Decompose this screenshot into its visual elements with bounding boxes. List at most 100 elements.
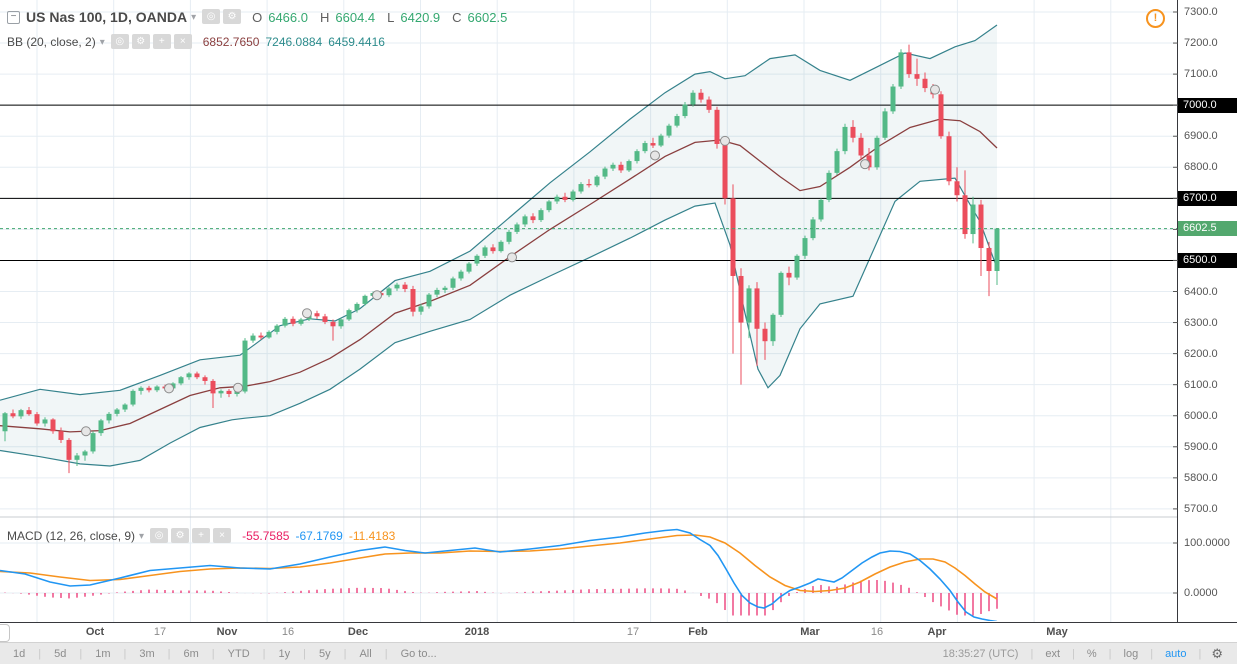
candle-body xyxy=(546,201,552,211)
candle-body xyxy=(234,391,240,394)
candle-body xyxy=(490,247,496,252)
candle-body xyxy=(850,126,856,138)
current-price-badge: 6602.5 xyxy=(1178,221,1237,237)
bb-indicator-title[interactable]: BB (20, close, 2) xyxy=(7,35,96,49)
range-button-1y[interactable]: 1y xyxy=(278,648,291,660)
chevron-down-icon[interactable]: ▾ xyxy=(139,530,145,542)
event-marker-circle[interactable] xyxy=(302,308,312,319)
range-button-3m[interactable]: 3m xyxy=(139,648,155,660)
divider: | xyxy=(167,648,171,660)
candle-body xyxy=(946,136,952,182)
gear-icon[interactable]: ⚙ xyxy=(1211,646,1223,661)
alert-warning-icon[interactable]: ! xyxy=(1146,9,1165,28)
candle-body xyxy=(402,284,408,290)
candle-body xyxy=(98,420,104,434)
bottom-toolbar: 1d | 5d | 1m | 3m | 6m | YTD | 1y | 5y | All | Go to... 1… xyxy=(0,642,1237,664)
add-icon[interactable]: + xyxy=(192,528,211,544)
candle-body xyxy=(154,386,160,391)
hide-icon[interactable]: ◎ xyxy=(150,528,169,544)
range-button-1m[interactable]: 1m xyxy=(95,648,111,660)
candle-body xyxy=(666,125,672,136)
event-marker-circle[interactable] xyxy=(860,159,870,170)
candle-body xyxy=(746,288,752,323)
candle-body xyxy=(674,116,680,126)
range-button-all[interactable]: All xyxy=(359,648,372,660)
candle-body xyxy=(594,176,600,186)
event-marker-circle[interactable] xyxy=(930,84,940,95)
settings-icon[interactable]: ⚙ xyxy=(171,528,190,544)
candle-body xyxy=(554,196,560,202)
event-marker-circle[interactable] xyxy=(650,150,660,161)
event-marker-circle[interactable] xyxy=(720,135,730,146)
ohlc-values: O 6466.0 H 6604.4 L 6420.9 C 6602.5 xyxy=(252,10,519,25)
add-icon[interactable]: + xyxy=(152,34,171,50)
candle-body xyxy=(890,86,896,112)
hide-icon[interactable]: ◎ xyxy=(202,9,221,25)
candle-body xyxy=(474,255,480,264)
candle-body xyxy=(362,295,368,304)
candle-body xyxy=(242,340,248,392)
scale-button-auto[interactable]: auto xyxy=(1165,648,1187,660)
candle-body xyxy=(730,198,736,276)
candle-body xyxy=(530,216,536,221)
range-button-5d[interactable]: 5d xyxy=(54,648,67,660)
range-button-ytd[interactable]: YTD xyxy=(227,648,250,660)
drawing-toolbar-toggle[interactable] xyxy=(0,624,10,642)
candle-body xyxy=(130,390,136,405)
candle-body xyxy=(434,289,440,295)
candle-body xyxy=(202,377,208,381)
range-buttons: 1d | 5d | 1m | 3m | 6m | YTD | 1y | 5y | All | xyxy=(0,648,388,660)
time-tick-label: Nov xyxy=(216,626,238,638)
event-marker-circle[interactable] xyxy=(164,383,174,394)
hide-icon[interactable]: ◎ xyxy=(110,34,129,50)
toolbar-right: 18:35:27 (UTC) | ext |% | log | auto | ⚙ xyxy=(931,646,1237,662)
chevron-down-icon[interactable]: ▾ xyxy=(191,11,197,23)
close-icon[interactable]: × xyxy=(173,34,192,50)
time-axis[interactable]: Oct 17 Nov 16 Dec 2018 17 Feb Mar 16 Apr May xyxy=(0,622,1178,643)
bb-indicator-legend: BB (20, close, 2) ▾ ◎ ⚙ + × 6852.7650 7246.0… xyxy=(7,33,391,51)
candle-body xyxy=(114,409,120,414)
divider: | xyxy=(262,648,266,660)
time-tick-label: Mar xyxy=(800,626,820,638)
price-tick-label: 5800.0 xyxy=(1184,471,1218,484)
indicator-value: -55.7585 xyxy=(242,529,290,543)
ohlc-value: L 6420.9 xyxy=(387,9,441,25)
event-marker-circle[interactable] xyxy=(233,382,243,393)
candle-body xyxy=(986,248,992,272)
collapse-pane-icon[interactable]: − xyxy=(7,10,20,24)
range-button-6m[interactable]: 6m xyxy=(183,648,199,660)
event-marker-circle[interactable] xyxy=(372,290,382,301)
settings-icon[interactable]: ⚙ xyxy=(131,34,150,50)
indicator-value: 6459.4416 xyxy=(328,35,385,49)
range-button-1d[interactable]: 1d xyxy=(13,648,26,660)
ohlc-value: H 6604.4 xyxy=(319,9,376,25)
candle-body xyxy=(274,325,280,332)
candle-body xyxy=(858,137,864,156)
settings-icon[interactable]: ⚙ xyxy=(223,9,242,25)
price-axis[interactable]: 7300.0 7200.0 7100.0 7000.0 6900.0 6800.0 6700… xyxy=(1178,0,1237,622)
scale-button-log[interactable]: log xyxy=(1123,648,1139,660)
axis-corner xyxy=(1178,622,1237,643)
candle-body xyxy=(898,52,904,87)
chart-canvas[interactable] xyxy=(0,0,1178,622)
scale-buttons: | ext |% | log | auto | xyxy=(1030,648,1201,660)
scale-button-ext[interactable]: ext xyxy=(1045,648,1061,660)
candle-body xyxy=(754,288,760,329)
price-level-badge: 7000.0 xyxy=(1178,97,1237,113)
close-icon[interactable]: × xyxy=(213,528,232,544)
range-button-5y[interactable]: 5y xyxy=(318,648,331,660)
macd-indicator-title[interactable]: MACD (12, 26, close, 9) xyxy=(7,529,136,543)
event-marker-circle[interactable] xyxy=(507,252,517,263)
symbol-title[interactable]: US Nas 100, 1D, OANDA xyxy=(26,9,188,25)
price-tick-label: 6200.0 xyxy=(1184,347,1218,360)
goto-button[interactable]: Go to... xyxy=(400,648,437,660)
chevron-down-icon[interactable]: ▾ xyxy=(99,36,105,48)
candle-body xyxy=(778,272,784,315)
candle-body xyxy=(258,335,264,338)
event-marker-circle[interactable] xyxy=(81,426,91,437)
candle-body xyxy=(82,451,88,456)
candle-body xyxy=(426,294,432,307)
scale-button-%[interactable]: % xyxy=(1086,648,1097,660)
candle-body xyxy=(914,74,920,79)
